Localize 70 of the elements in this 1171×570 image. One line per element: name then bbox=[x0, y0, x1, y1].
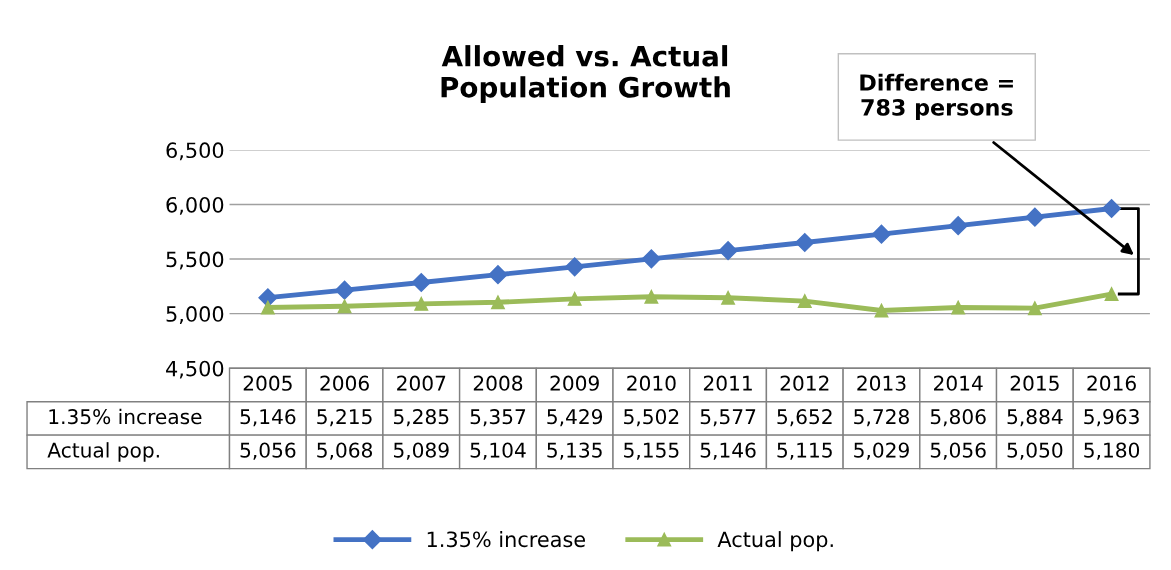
point bbox=[641, 249, 661, 269]
data-label: 5,089 bbox=[393, 442, 449, 460]
point bbox=[260, 300, 275, 315]
x-tick-label: 2013 bbox=[857, 375, 906, 391]
point bbox=[795, 232, 815, 253]
y-tick-label: 5,500 bbox=[166, 251, 224, 270]
chart-title: Allowed vs. Actual Population Growth bbox=[441, 45, 730, 104]
point bbox=[1025, 207, 1045, 227]
point bbox=[871, 224, 892, 244]
text: 1.35% increase bbox=[49, 408, 202, 425]
x-tick-label: 2012 bbox=[780, 375, 829, 391]
data-label: 5,155 bbox=[624, 442, 679, 460]
data-label: 5,068 bbox=[317, 442, 373, 460]
point bbox=[644, 289, 659, 304]
point bbox=[488, 265, 508, 285]
point bbox=[337, 299, 352, 314]
legend-label: 1.35% increase bbox=[427, 531, 586, 548]
point bbox=[567, 291, 582, 306]
point bbox=[718, 241, 738, 261]
data-label: 5,728 bbox=[854, 409, 909, 427]
x-tick-label: 2011 bbox=[703, 375, 752, 391]
data-label: 5,056 bbox=[240, 442, 296, 460]
point bbox=[335, 280, 355, 300]
legend-label: Actual pop. bbox=[717, 531, 833, 552]
point bbox=[411, 272, 431, 293]
x-tick-label: 2005 bbox=[243, 375, 292, 391]
point bbox=[951, 300, 966, 315]
point bbox=[874, 303, 889, 318]
data-label: 5,429 bbox=[547, 409, 603, 427]
data-label: 5,180 bbox=[1084, 442, 1140, 460]
data-label: 5,029 bbox=[854, 442, 909, 460]
data-label: 5,502 bbox=[624, 409, 679, 427]
data-label: 5,104 bbox=[470, 442, 526, 460]
data-label: 5,215 bbox=[317, 409, 372, 427]
data-label: 5,357 bbox=[470, 409, 526, 427]
point bbox=[721, 290, 736, 305]
x-tick-label: 2014 bbox=[934, 375, 983, 391]
x-tick-label: 2016 bbox=[1087, 375, 1136, 391]
point bbox=[565, 257, 585, 277]
y-tick-label: 6,000 bbox=[166, 196, 224, 215]
data-label: 5,135 bbox=[547, 442, 602, 460]
point bbox=[948, 216, 968, 236]
point bbox=[1104, 287, 1119, 301]
point bbox=[1027, 301, 1042, 316]
point bbox=[491, 295, 505, 310]
data-label: 5,884 bbox=[1007, 409, 1063, 427]
data-label: 5,115 bbox=[777, 442, 832, 460]
y-tick-label: 5,000 bbox=[166, 306, 224, 324]
text: Difference = 783 persons bbox=[860, 73, 1013, 121]
y-tick-label: 6,500 bbox=[166, 142, 224, 161]
data-label: 5,806 bbox=[930, 409, 986, 427]
data-label: 5,050 bbox=[1007, 442, 1063, 460]
data-label: 5,056 bbox=[930, 442, 986, 460]
data-label: 5,285 bbox=[393, 409, 449, 427]
x-tick-label: 2010 bbox=[627, 375, 676, 391]
point bbox=[797, 294, 812, 309]
x-tick-label: 2008 bbox=[473, 375, 523, 391]
data-label: 5,146 bbox=[700, 442, 756, 460]
data-label: 5,577 bbox=[700, 409, 756, 427]
x-tick-label: 2007 bbox=[397, 375, 446, 391]
data-label: 5,146 bbox=[240, 409, 296, 427]
point bbox=[1102, 198, 1122, 219]
data-label: 5,652 bbox=[777, 409, 832, 427]
data-label: 5,963 bbox=[1084, 409, 1139, 427]
text: Actual pop. bbox=[47, 442, 159, 462]
x-tick-label: 2015 bbox=[1010, 375, 1059, 391]
x-tick-label: 2006 bbox=[320, 375, 369, 391]
y-tick-label: 4,500 bbox=[166, 360, 224, 379]
point bbox=[414, 296, 429, 311]
x-tick-label: 2009 bbox=[550, 375, 599, 391]
